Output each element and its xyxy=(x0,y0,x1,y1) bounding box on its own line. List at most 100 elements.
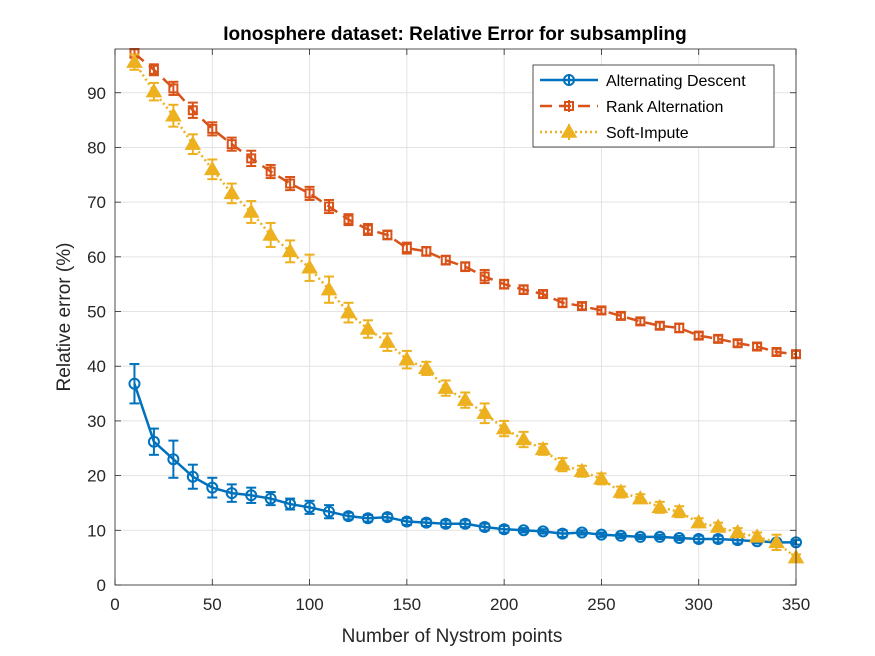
series-alternating-descent xyxy=(128,363,802,549)
data-point-soft-impute xyxy=(223,184,241,200)
data-point-alternating-descent xyxy=(459,517,472,530)
data-point-rank-alternation xyxy=(265,166,276,177)
data-point-soft-impute xyxy=(320,281,338,296)
data-point-soft-impute xyxy=(359,320,377,335)
data-point-soft-impute xyxy=(515,431,532,446)
y-tick-label: 10 xyxy=(87,521,106,540)
data-point-soft-impute xyxy=(418,359,435,375)
data-point-soft-impute xyxy=(593,470,610,485)
data-point-rank-alternation xyxy=(499,279,510,290)
data-point-soft-impute xyxy=(670,503,688,518)
plot-frame xyxy=(114,48,797,586)
data-point-rank-alternation xyxy=(440,255,451,266)
y-tick-label: 20 xyxy=(87,467,106,486)
x-tick-label: 50 xyxy=(203,595,222,614)
legend-entry-soft-impute: Soft-Impute xyxy=(540,123,689,142)
y-tick-label: 30 xyxy=(87,412,106,431)
data-point-soft-impute xyxy=(165,107,182,122)
data-point-alternating-descent xyxy=(595,528,608,541)
series-layer xyxy=(126,48,805,564)
data-point-soft-impute xyxy=(262,226,279,241)
data-point-soft-impute xyxy=(768,533,785,549)
data-point-rank-alternation xyxy=(187,105,198,116)
data-point-alternating-descent xyxy=(498,523,511,536)
data-point-rank-alternation xyxy=(518,284,529,295)
x-axis-label: Number of Nystrom points xyxy=(342,626,563,647)
data-point-soft-impute xyxy=(612,483,630,498)
data-point-rank-alternation xyxy=(538,289,549,300)
data-point-alternating-descent xyxy=(186,470,199,483)
data-point-soft-impute xyxy=(126,53,143,68)
data-point-alternating-descent xyxy=(167,453,180,466)
data-point-rank-alternation xyxy=(654,320,665,331)
axis-ticks: 0 50 100 150 200 250 300 350 0 10 20 30 40 50 60 70 80 90 xyxy=(87,49,810,614)
data-point-alternating-descent xyxy=(381,511,394,524)
data-point-soft-impute xyxy=(379,333,396,348)
data-point-rank-alternation xyxy=(343,214,354,225)
data-point-rank-alternation xyxy=(246,153,257,164)
data-point-rank-alternation xyxy=(752,341,763,352)
data-point-rank-alternation xyxy=(285,178,296,189)
data-point-alternating-descent xyxy=(537,525,550,538)
data-point-rank-alternation xyxy=(207,123,218,134)
data-point-rank-alternation xyxy=(576,301,587,312)
data-point-alternating-descent xyxy=(225,487,238,500)
data-point-rank-alternation xyxy=(226,139,237,150)
data-point-alternating-descent xyxy=(712,533,725,546)
data-point-soft-impute xyxy=(748,528,766,543)
data-point-soft-impute xyxy=(145,83,163,98)
data-point-soft-impute xyxy=(398,351,416,366)
data-point-alternating-descent xyxy=(128,377,141,390)
data-point-soft-impute xyxy=(184,135,202,150)
data-point-alternating-descent xyxy=(673,531,686,544)
y-tick-label: 90 xyxy=(87,84,106,103)
data-point-soft-impute xyxy=(651,498,669,514)
data-point-soft-impute xyxy=(242,203,260,218)
data-point-alternating-descent xyxy=(517,524,530,537)
data-point-soft-impute xyxy=(729,524,746,539)
data-point-soft-impute xyxy=(690,514,708,529)
data-point-alternating-descent xyxy=(400,515,413,528)
y-tick-label: 50 xyxy=(87,303,106,322)
data-point-alternating-descent xyxy=(614,529,627,542)
legend-entry-rank-alternation: Rank Alternation xyxy=(540,99,723,116)
data-point-rank-alternation xyxy=(635,316,646,327)
series-rank-alternation xyxy=(129,48,801,360)
data-point-rank-alternation xyxy=(557,297,568,308)
data-point-soft-impute xyxy=(573,462,591,477)
y-tick-label: 0 xyxy=(97,576,106,595)
data-point-soft-impute xyxy=(456,391,474,406)
data-point-rank-alternation xyxy=(362,224,373,235)
chart-title: Ionosphere dataset: Relative Error for s… xyxy=(223,24,687,45)
data-point-rank-alternation xyxy=(479,271,490,282)
data-point-alternating-descent xyxy=(575,526,588,539)
data-point-rank-alternation xyxy=(148,64,159,75)
series-line-soft-impute xyxy=(133,61,797,559)
legend-label-soft-impute: Soft-Impute xyxy=(606,125,689,142)
data-point-rank-alternation xyxy=(674,322,685,333)
data-point-alternating-descent xyxy=(634,530,647,543)
data-point-rank-alternation xyxy=(693,330,704,341)
data-point-soft-impute xyxy=(476,404,493,420)
data-point-rank-alternation xyxy=(771,347,782,358)
data-point-soft-impute xyxy=(534,440,552,456)
legend: Alternating Descent Rank Alternation Sof… xyxy=(532,64,775,148)
data-point-soft-impute xyxy=(495,420,513,435)
data-point-alternating-descent xyxy=(439,517,452,530)
x-tick-label: 0 xyxy=(110,595,119,614)
data-point-rank-alternation xyxy=(713,333,724,344)
data-point-alternating-descent xyxy=(264,492,277,505)
x-tick-label: 200 xyxy=(490,595,518,614)
data-point-soft-impute xyxy=(301,259,318,274)
data-point-rank-alternation xyxy=(732,338,743,349)
data-point-rank-alternation xyxy=(596,305,607,316)
data-point-alternating-descent xyxy=(323,505,336,518)
data-point-alternating-descent xyxy=(147,435,160,448)
data-point-soft-impute xyxy=(437,379,455,394)
data-point-rank-alternation xyxy=(401,243,412,254)
data-point-alternating-descent xyxy=(556,527,569,540)
data-point-soft-impute xyxy=(281,242,299,258)
data-point-soft-impute xyxy=(709,518,727,533)
data-point-alternating-descent xyxy=(692,533,705,546)
